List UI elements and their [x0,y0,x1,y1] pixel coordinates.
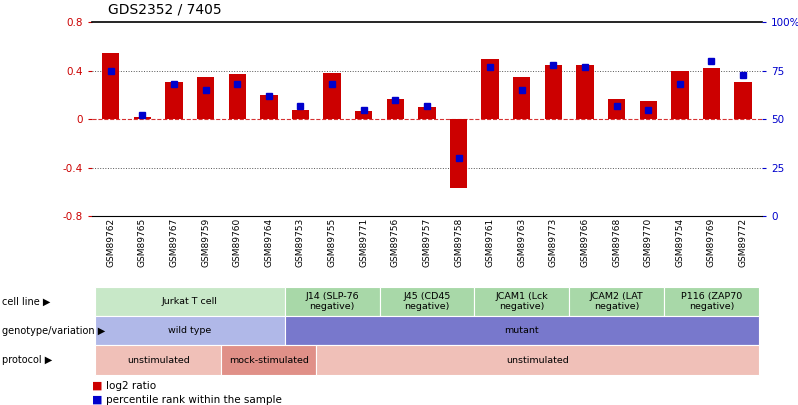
Text: GSM89757: GSM89757 [422,218,432,267]
Bar [197,77,215,119]
Text: J14 (SLP-76
negative): J14 (SLP-76 negative) [306,292,359,311]
Text: GSM89773: GSM89773 [549,218,558,267]
Text: GSM89772: GSM89772 [739,218,748,267]
Bar [639,101,657,119]
Text: GSM89753: GSM89753 [296,218,305,267]
Bar [513,77,531,119]
Bar [165,82,183,119]
Text: GSM89762: GSM89762 [106,218,115,267]
Text: protocol ▶: protocol ▶ [2,355,52,365]
Text: genotype/variation ▶: genotype/variation ▶ [2,326,105,336]
Bar [355,111,373,119]
Bar [671,71,689,119]
Text: GSM89763: GSM89763 [517,218,527,267]
Text: mock-stimulated: mock-stimulated [229,356,309,364]
Text: GSM89760: GSM89760 [233,218,242,267]
Text: log2 ratio: log2 ratio [106,381,156,390]
Text: GSM89761: GSM89761 [486,218,495,267]
Bar [386,99,404,119]
Text: wild type: wild type [168,326,211,335]
Text: ■: ■ [92,395,102,405]
Bar [133,117,151,119]
Text: JCAM2 (LAT
negative): JCAM2 (LAT negative) [590,292,643,311]
Text: GSM89756: GSM89756 [391,218,400,267]
Text: GSM89767: GSM89767 [169,218,179,267]
Text: GDS2352 / 7405: GDS2352 / 7405 [108,2,221,16]
Text: ■: ■ [92,381,102,390]
Bar [545,65,562,119]
Text: GSM89754: GSM89754 [675,218,685,267]
Text: JCAM1 (Lck
negative): JCAM1 (Lck negative) [496,292,548,311]
Bar [608,99,626,119]
Bar [734,82,752,119]
Bar [703,68,720,119]
Text: GSM89770: GSM89770 [644,218,653,267]
Text: GSM89765: GSM89765 [138,218,147,267]
Text: GSM89759: GSM89759 [201,218,210,267]
Text: Jurkat T cell: Jurkat T cell [162,297,218,306]
Bar [481,59,499,119]
Text: GSM89764: GSM89764 [264,218,274,267]
Text: P116 (ZAP70
negative): P116 (ZAP70 negative) [681,292,742,311]
Text: GSM89768: GSM89768 [612,218,621,267]
Bar [418,107,436,119]
Text: GSM89771: GSM89771 [359,218,368,267]
Text: cell line ▶: cell line ▶ [2,297,50,307]
Bar [228,75,246,119]
Text: unstimulated: unstimulated [506,356,569,364]
Text: percentile rank within the sample: percentile rank within the sample [106,395,282,405]
Bar [292,110,309,119]
Text: J45 (CD45
negative): J45 (CD45 negative) [403,292,451,311]
Text: mutant: mutant [504,326,539,335]
Text: GSM89755: GSM89755 [327,218,337,267]
Bar [450,119,468,188]
Text: unstimulated: unstimulated [127,356,190,364]
Bar [576,65,594,119]
Text: GSM89766: GSM89766 [580,218,590,267]
Bar [323,73,341,119]
Bar [102,53,120,119]
Text: GSM89758: GSM89758 [454,218,463,267]
Text: GSM89769: GSM89769 [707,218,716,267]
Bar [260,95,278,119]
